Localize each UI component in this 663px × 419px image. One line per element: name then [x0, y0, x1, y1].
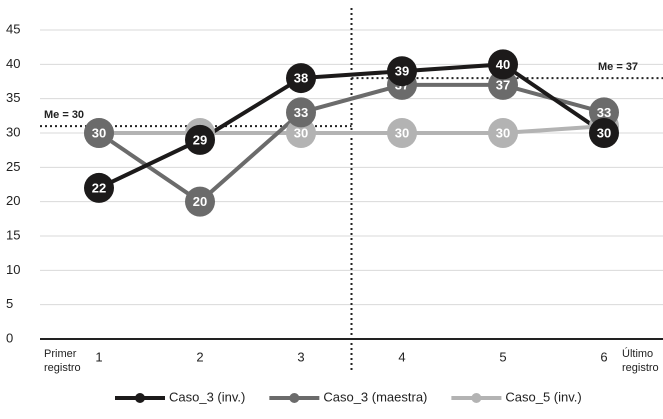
y-tick-label: 5 — [6, 296, 13, 311]
marker — [185, 124, 215, 155]
legend-label: Caso_3 (inv.) — [169, 389, 245, 404]
data-label: 30 — [496, 125, 510, 140]
legend-label: Caso_5 (inv.) — [505, 389, 581, 404]
marker — [286, 118, 316, 148]
data-label: 37 — [496, 77, 510, 92]
x-tick-label: 5 — [499, 349, 506, 364]
marker — [286, 97, 316, 128]
x-tick-label: 2 — [196, 349, 203, 364]
y-tick-label: 10 — [6, 262, 20, 277]
data-label: 30 — [597, 125, 611, 140]
data-label: 29 — [193, 132, 207, 147]
legend-label: Caso_3 (maestra) — [323, 389, 427, 404]
x-tick-label: 1 — [95, 349, 102, 364]
reference-label: Me = 37 — [598, 61, 638, 73]
marker — [185, 186, 215, 217]
x-end-label: Último — [622, 347, 653, 360]
y-tick-label: 15 — [6, 227, 20, 242]
marker — [488, 118, 518, 148]
data-label: 30 — [294, 125, 308, 140]
x-tick-label: 4 — [398, 349, 405, 364]
legend-marker — [471, 393, 482, 403]
series-line — [99, 124, 605, 135]
data-label: 39 — [395, 64, 409, 79]
x-tick-label: 6 — [600, 349, 607, 364]
marker — [488, 69, 518, 100]
marker — [84, 118, 114, 148]
data-label: 30 — [92, 125, 106, 140]
marker — [387, 118, 417, 148]
series-line — [98, 62, 606, 190]
reference-label: Me = 30 — [44, 109, 84, 121]
y-tick-label: 0 — [6, 330, 13, 345]
y-tick-label: 30 — [6, 124, 20, 139]
marker — [589, 118, 619, 148]
x-end-label: registro — [44, 362, 81, 374]
data-label: 20 — [193, 194, 207, 209]
data-label: 22 — [92, 180, 106, 195]
data-label: 33 — [597, 105, 611, 120]
marker — [387, 56, 417, 87]
y-tick-label: 40 — [6, 56, 20, 71]
data-label: 33 — [294, 105, 308, 120]
data-label: 30 — [395, 125, 409, 140]
x-end-label: registro — [622, 362, 659, 374]
data-label: 38 — [294, 71, 308, 86]
legend-marker — [289, 393, 300, 403]
marker — [286, 63, 316, 94]
y-tick-label: 35 — [6, 90, 20, 105]
series-line — [97, 82, 605, 205]
x-end-label: Primer — [44, 348, 77, 360]
x-tick-label: 3 — [297, 349, 304, 364]
marker — [589, 97, 619, 128]
legend-marker — [135, 393, 145, 403]
marker — [84, 172, 114, 203]
data-label: 40 — [496, 57, 510, 72]
marker — [488, 49, 518, 80]
y-tick-label: 20 — [6, 193, 20, 208]
y-tick-label: 45 — [6, 21, 20, 36]
y-tick-label: 25 — [6, 159, 20, 174]
